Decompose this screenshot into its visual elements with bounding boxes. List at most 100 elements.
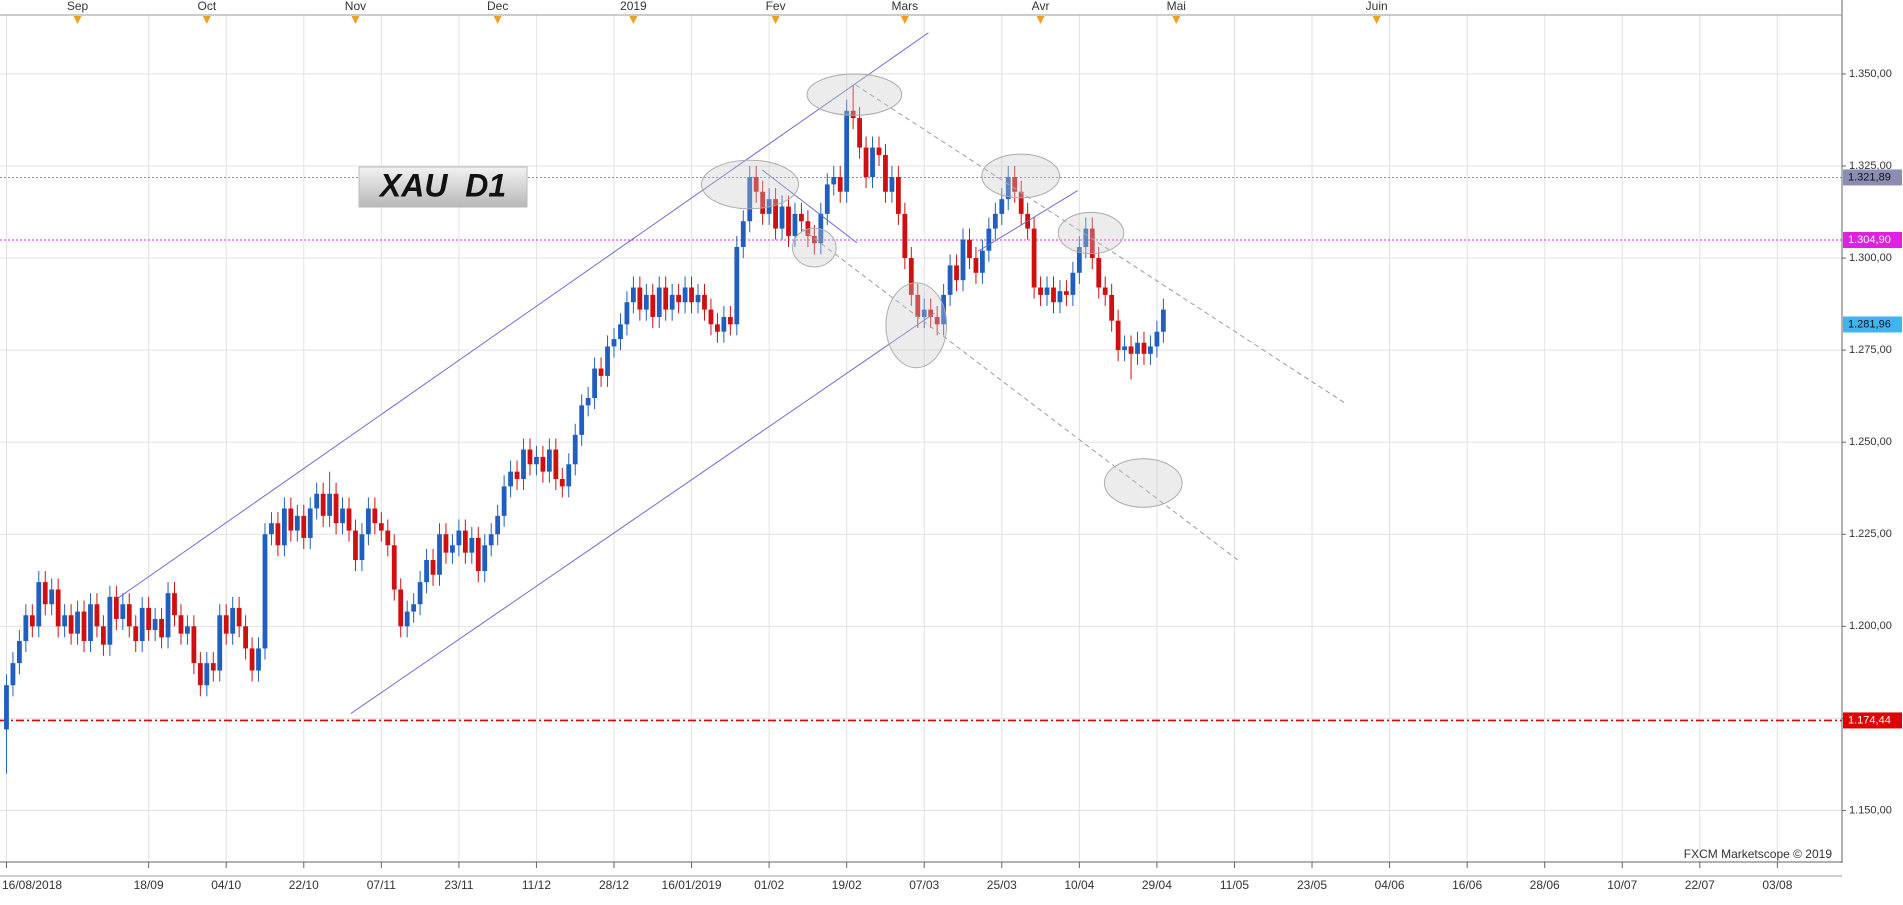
x-tick-label: 25/03 [987,878,1017,892]
candle-body [876,147,882,155]
channel-line [350,312,935,714]
candle-body [23,615,29,642]
candle-body [101,626,106,645]
candle-body [967,239,972,259]
candle-body [960,239,966,281]
candle-body [430,560,436,575]
candle-body [185,626,190,634]
candle-body [1160,309,1166,332]
candle-body [75,611,80,634]
x-tick-label: 29/04 [1142,878,1172,892]
candle-body [566,464,572,487]
candle-body [605,346,610,376]
candle-body [197,663,203,686]
candle-body [689,287,694,303]
x2-tick-label: Fev [766,0,786,13]
level-tag [1843,712,1902,729]
candle-body [1057,291,1063,303]
x-tick-label: 04/06 [1375,878,1405,892]
candle-body [62,615,68,627]
candle-body [740,221,746,248]
candle-body [210,663,216,671]
candle-body [462,530,468,553]
level-tag [1843,232,1902,249]
x2-tick-label: Mai [1167,0,1186,13]
candle-body [294,515,300,531]
candle-body [941,294,947,325]
candle-body [656,287,662,317]
candle-body [10,663,16,686]
candle-body [727,316,733,325]
candle-body [514,471,520,480]
x-tick-label: 22/07 [1685,878,1715,892]
candle-body [385,530,391,546]
candle-body [152,618,158,630]
highlight-ellipse [981,153,1060,199]
x-tick-label: 11/12 [522,878,551,892]
y-tick-label: 1.300,00 [1849,252,1892,264]
candle-body [16,641,22,664]
candle-body [42,582,48,605]
x2-tick [900,16,909,24]
highlight-ellipse [806,73,903,116]
candles [4,84,1166,774]
candle-body [1005,177,1011,200]
candle-body [172,593,177,616]
candle-body [288,508,294,531]
x2-tick [493,16,502,24]
candle-body [837,177,843,192]
candle-body [366,508,371,535]
candle-body [165,593,171,638]
candle-body [792,213,798,236]
candle-body [908,258,914,295]
chart-title: XAU D1 [378,167,506,203]
candle-body [230,607,236,634]
x-tick-label: 22/10 [289,878,319,892]
level-label: 1.321,89 [1848,171,1891,183]
candle-body [398,589,404,627]
candle-body [1064,291,1069,295]
candle-body [81,611,87,642]
candle-body [934,316,940,325]
candle-body [579,405,585,435]
candle-body [870,147,875,178]
x-tick-label: 10/07 [1607,878,1637,892]
candle-body [747,177,753,222]
candle-body [534,456,539,465]
candle-body [1031,228,1037,288]
candle-body [307,508,313,538]
candle-body [1115,320,1121,351]
title-box [358,166,528,208]
candle-body [372,508,378,524]
candle-body [204,663,210,686]
x-tick-label: 01/02 [754,878,784,892]
x2-tick [1172,16,1181,24]
candle-body [889,177,895,192]
x-tick-label: 28/06 [1530,878,1560,892]
candle-body [585,397,591,406]
candle-body [404,611,410,627]
x-tick-label: 23/05 [1297,878,1327,892]
x-tick-label: 10/04 [1064,878,1094,892]
x2-tick-label: Sep [67,0,89,13]
candle-body [417,582,423,605]
candle-body [249,648,255,671]
candle-body [327,493,333,516]
level-tag [1843,316,1902,333]
candle-body [1018,191,1024,214]
x-tick-label: 16/08/2018 [2,878,62,892]
dashed-trend [800,227,1241,563]
candle-body [986,228,992,251]
candle-body [146,607,152,630]
candle-body [902,213,908,259]
candle-body [501,486,507,516]
candle-body [992,213,998,229]
candle-body [378,523,384,531]
candle-body [824,184,830,214]
candle-body [437,534,442,575]
candle-body [734,247,740,325]
level-label: 1.174,44 [1848,714,1891,726]
x-tick-label: 11/05 [1220,878,1249,892]
candle-body [786,206,791,236]
